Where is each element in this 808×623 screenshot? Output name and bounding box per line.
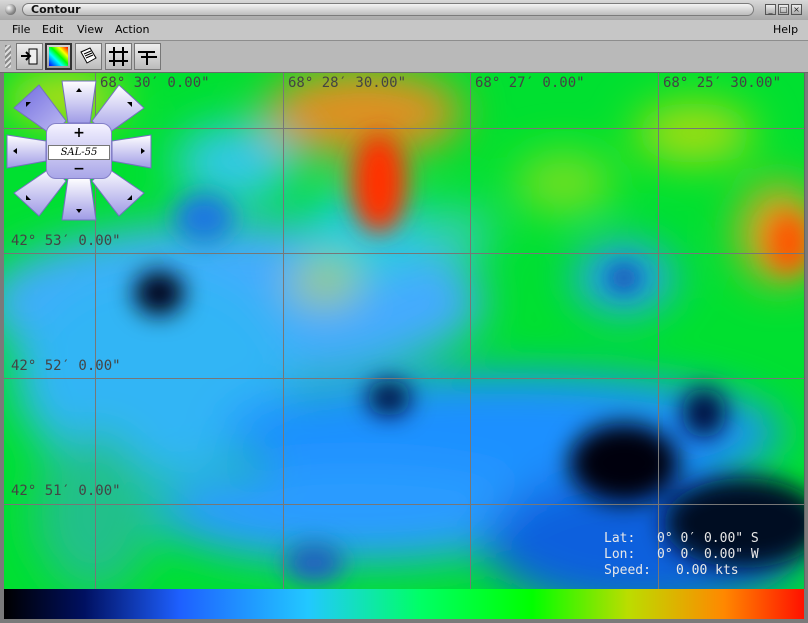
zoom-out-button[interactable]: −	[73, 161, 85, 177]
colormap-button[interactable]	[45, 43, 72, 70]
pan-up-button	[61, 80, 97, 124]
lat-label-1: 42° 53′ 0.00"	[11, 233, 121, 249]
window-border-bottom	[0, 619, 808, 623]
pan-down-left-button	[13, 166, 67, 217]
lon-readout-value: 0° 0′ 0.00" W	[657, 547, 759, 562]
pan-up-right-button	[91, 84, 145, 136]
pan-down-button	[61, 177, 97, 221]
route-button[interactable]	[134, 43, 161, 70]
pan-up-left-button	[13, 84, 67, 136]
pan-right-button	[111, 134, 152, 169]
lon-label-1: 68° 30′ 0.00"	[100, 75, 210, 91]
minimize-icon[interactable]: _	[765, 4, 776, 15]
window-border-right	[804, 73, 808, 623]
navigation-widget: + SAL-55 −	[4, 73, 154, 228]
pan-down-right-button	[91, 166, 145, 217]
pan-left-button	[6, 134, 47, 169]
grid-icon	[109, 47, 128, 66]
exit-button[interactable]	[16, 43, 43, 70]
lat-readout-label: Lat:	[604, 531, 636, 546]
lat-label-3: 42° 51′ 0.00"	[11, 483, 121, 499]
grid-button[interactable]	[105, 43, 132, 70]
color-scale-bar	[4, 589, 804, 619]
lon-readout-label: Lon:	[604, 547, 636, 562]
lat-readout-value: 0° 0′ 0.00" S	[657, 531, 759, 546]
contour-map[interactable]: 68° 30′ 0.00" 68° 28′ 30.00" 68° 27′ 0.0…	[4, 73, 805, 589]
lon-label-3: 68° 27′ 0.00"	[475, 75, 585, 91]
lon-label-2: 68° 28′ 30.00"	[288, 75, 407, 91]
colormap-icon	[49, 47, 68, 66]
menu-action[interactable]: Action	[115, 23, 150, 36]
maximize-icon[interactable]: □	[778, 4, 789, 15]
toolbar	[0, 41, 808, 73]
window-border-left	[0, 73, 4, 623]
window-menu-icon[interactable]	[5, 4, 16, 15]
exit-icon	[21, 48, 38, 65]
menu-file[interactable]: File	[12, 23, 31, 36]
contour-surface	[4, 73, 804, 589]
menu-bar: File Edit View Action Help	[0, 20, 808, 41]
speed-readout-label: Speed:	[604, 563, 651, 578]
zoom-in-button[interactable]: +	[73, 125, 85, 141]
window-title: Contour	[31, 3, 81, 16]
close-icon[interactable]: ×	[791, 4, 802, 15]
pages-icon	[80, 47, 97, 64]
menu-view[interactable]: View	[77, 23, 104, 36]
pages-button[interactable]	[75, 43, 102, 70]
toolbar-grip-icon[interactable]	[5, 45, 11, 68]
nav-petals	[6, 80, 152, 221]
speed-readout-value: 0.00 kts	[676, 563, 739, 578]
lon-label-4: 68° 25′ 30.00"	[663, 75, 782, 91]
vessel-label: SAL-55	[48, 145, 110, 160]
color-scale	[4, 589, 804, 619]
title-pill[interactable]: Contour	[22, 3, 754, 16]
title-bar: Contour _ □ ×	[0, 0, 808, 21]
route-icon	[138, 51, 157, 65]
menu-edit[interactable]: Edit	[42, 23, 64, 36]
menu-help[interactable]: Help	[773, 23, 799, 36]
lat-label-2: 42° 52′ 0.00"	[11, 358, 121, 374]
